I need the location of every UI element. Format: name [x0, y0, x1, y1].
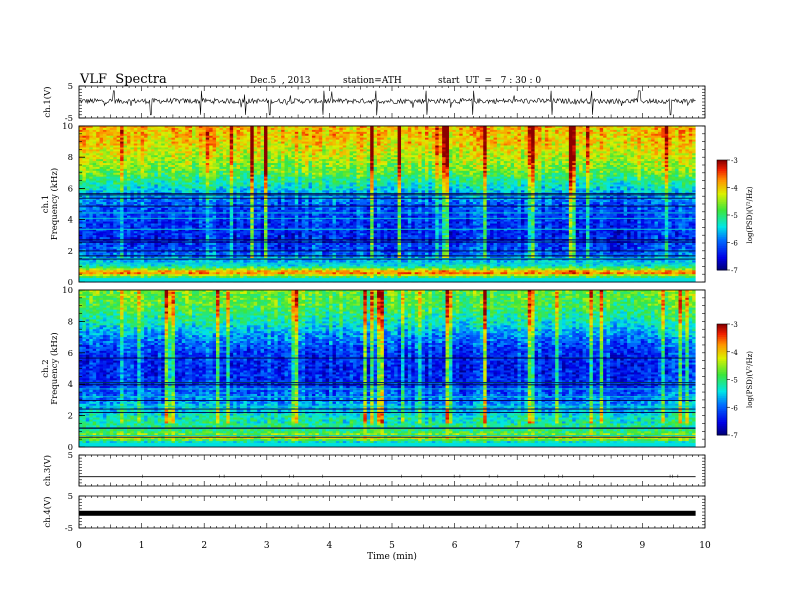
y-tick-label-3: 8: [68, 317, 73, 327]
colorbar-tick-label: -7: [731, 267, 738, 275]
colorbar-tick-label: -3: [731, 321, 738, 329]
start-time-label: start UT = 7 : 30 : 0: [438, 76, 541, 86]
y-tick-label-3: 6: [68, 349, 73, 359]
y-tick-label-2: 8: [68, 153, 73, 163]
no-data-strip: [695, 126, 705, 282]
y-axis-label-4: ch.3(V): [42, 455, 53, 486]
x-tick-label: 6: [452, 541, 458, 551]
y-axis-label-2: Frequency (kHz): [49, 168, 60, 240]
y-tick-label-3: 4: [68, 380, 73, 390]
x-tick-label: 2: [201, 541, 207, 551]
no-data-strip: [695, 290, 705, 447]
ch1-trace: [78, 90, 696, 116]
date-label: Dec.5 , 2013: [250, 76, 311, 86]
x-tick-label: 0: [76, 541, 82, 551]
colorbar-tick-label: -6: [731, 240, 738, 248]
ch1-spectrogram: [79, 126, 705, 283]
y-tick-label-1: -5: [65, 114, 73, 124]
y-axis-label-3: ch.2: [41, 359, 51, 377]
y-tick-label-2: 4: [68, 216, 73, 226]
x-tick-label: 7: [514, 541, 520, 551]
x-tick-label: 4: [327, 541, 333, 551]
y-tick-label-3: 2: [68, 412, 73, 422]
colorbar-tick-label: -5: [731, 212, 738, 220]
x-tick-label: 1: [139, 541, 145, 551]
y-tick-label-1: 5: [68, 82, 73, 92]
y-axis-label-5: ch.4(V): [42, 496, 53, 527]
y-axis-label-3: Frequency (kHz): [49, 332, 60, 404]
y-axis-label-1: ch.1(V): [42, 86, 53, 117]
low-band: [79, 443, 696, 447]
x-tick-label: 9: [640, 541, 646, 551]
y-tick-label-2: 10: [62, 122, 73, 132]
colorbar-tick-label: -4: [731, 349, 738, 357]
colorbar-tick-label: -5: [731, 377, 738, 385]
x-tick-label: 8: [577, 541, 583, 551]
station-label: station=ATH: [343, 76, 402, 86]
ch2-spectrogram: [79, 290, 705, 448]
colorbar-1: [717, 160, 727, 271]
y-tick-label-4: 5: [68, 451, 73, 461]
colorbar-tick-label: -4: [731, 185, 738, 193]
y-tick-label-5: 5: [68, 492, 73, 502]
x-axis-label: Time (min): [367, 551, 417, 562]
y-tick-label-3: 0: [68, 443, 73, 453]
y-tick-label-2: 0: [68, 278, 73, 288]
x-tick-label: 5: [389, 541, 395, 551]
ch4-trace: [79, 510, 696, 516]
y-tick-label-5: -5: [65, 524, 73, 534]
colorbar-2: [717, 324, 727, 436]
x-tick-label: 3: [264, 541, 270, 551]
x-tick-label: 10: [699, 541, 711, 551]
y-tick-label-2: 6: [68, 184, 73, 194]
colorbar-tick-label: -6: [731, 404, 738, 412]
colorbar-label: log(PSD)(V²/Hz): [746, 351, 754, 408]
colorbar-tick-label: -7: [731, 432, 738, 440]
y-tick-label-2: 2: [68, 247, 73, 257]
colorbar-label: log(PSD)(V²/Hz): [746, 186, 754, 243]
y-axis-label-2: ch.1: [41, 195, 51, 213]
y-tick-label-3: 10: [62, 286, 73, 296]
low-band: [79, 278, 696, 282]
colorbar-tick-label: -3: [731, 157, 738, 165]
figure-title: VLF Spectra: [80, 72, 167, 87]
